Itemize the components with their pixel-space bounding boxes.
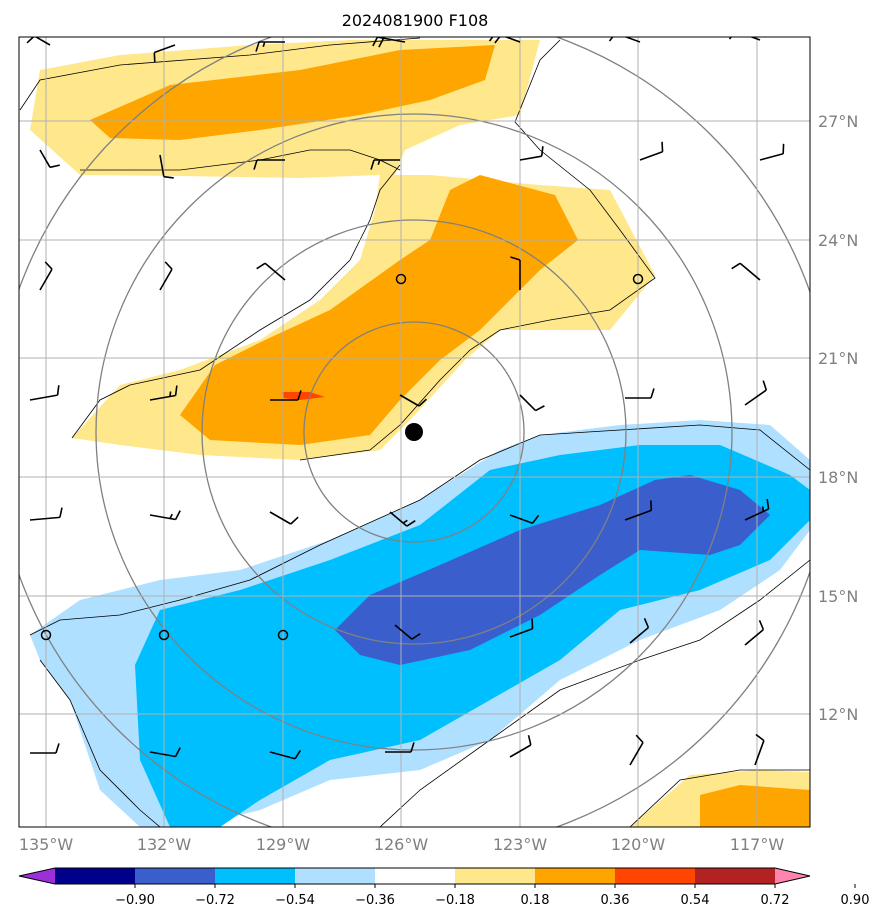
wind-barb [399,394,427,407]
positive-anomaly-region-mid [90,45,810,827]
wind-barb [728,37,761,41]
storm-center-marker [405,423,423,441]
colorbar: −0.90 −0.72 −0.54 −0.36 −0.18 0.18 0.36 0.54 0.7… [18,867,870,908]
lat-label: 27°N [818,112,858,131]
wind-barb [159,261,173,291]
wind-barb [149,385,178,401]
wind-barb [255,41,285,52]
map-plot-area [19,37,810,827]
colorbar-segment [135,868,216,884]
colorbar-tick-label: 0.90 [841,893,870,908]
colorbar-segment [55,868,136,884]
wind-barb [29,507,63,521]
wind-barb [372,37,406,48]
wind-barb [629,618,650,644]
calm-wind-circle [395,273,407,285]
wind-barb [625,388,655,399]
wind-barb [509,514,540,524]
colorbar-tick-label: 0.72 [761,893,790,908]
colorbar-tick-label: 0.36 [601,893,630,908]
colorbar-tick-label: −0.90 [115,893,155,908]
wind-barb [744,498,770,521]
lon-label: 129°W [256,835,311,854]
wind-barb [629,734,644,766]
range-rings [19,37,810,827]
lon-label: 117°W [730,835,785,854]
lon-label: 135°W [19,835,74,854]
map-frame [18,36,811,828]
wind-barb [253,159,285,170]
lat-label: 21°N [818,349,858,368]
wind-barb [754,733,765,766]
wind-barb [759,143,785,161]
positive-anomaly-region-high [282,392,325,400]
colorbar-tick-label: 0.54 [681,893,710,908]
colorbar-segment [695,868,776,884]
wind-barb [731,262,761,281]
wind-barb [269,511,299,525]
contour-lines [19,37,810,827]
lat-lon-grid [19,37,810,827]
wind-barb [744,380,768,406]
lat-label: 15°N [818,587,858,606]
lon-label: 132°W [137,835,192,854]
colorbar-segment [375,868,456,884]
wind-barb [389,511,416,527]
colorbar-segment [215,868,296,884]
lon-label: 120°W [611,835,666,854]
wind-barb [385,742,415,753]
lon-label: 123°W [493,835,548,854]
colorbar-tick-label: −0.36 [355,893,395,908]
colorbar-tick-label: −0.72 [195,893,235,908]
lat-label: 18°N [818,468,858,487]
wind-barb [519,394,545,412]
colorbar-segment [295,868,376,884]
negative-anomaly-region-high [335,475,770,665]
wind-barb [30,743,60,754]
colorbar-segment [455,868,536,884]
lon-label: 126°W [374,835,429,854]
colorbar-tick-label: 0.18 [521,893,550,908]
wind-barb [509,618,534,638]
figure-title: 2024081900 F108 [342,11,489,30]
calm-wind-circle [277,629,289,641]
wind-barb [149,747,181,758]
calm-wind-circle [632,273,644,285]
wind-barb [270,390,302,401]
wind-barb [394,624,421,640]
colorbar-tick-label: −0.54 [275,893,315,908]
calm-wind-circle [40,629,52,641]
colorbar-extension-low [19,868,55,884]
wind-barb [269,749,302,760]
wind-barb [744,620,765,646]
latitude-labels: 27°N 24°N 21°N 18°N 15°N 12°N [818,112,858,724]
wind-barb [519,146,544,161]
colorbar-segment [535,868,616,884]
wind-barb [153,44,176,63]
colorbar-extension-high [775,868,810,884]
wind-barb [256,262,286,281]
wind-barb [149,510,181,521]
calm-wind-circle [158,629,170,641]
longitude-labels: 135°W 132°W 129°W 126°W 123°W 120°W 117°… [19,835,785,854]
wind-barbs [26,37,785,766]
colorbar-tick-label: −0.18 [435,893,475,908]
wind-barb [159,154,174,179]
lat-label: 24°N [818,231,858,250]
wind-barb [639,141,664,161]
wind-barb [509,735,532,758]
wind-barb [510,256,521,290]
wind-barb [370,159,400,170]
wind-barb [29,385,60,401]
colorbar-outline [18,867,811,885]
colorbar-segment [615,868,696,884]
wind-barb [39,261,53,291]
wind-barb [39,149,60,169]
wind-barb [624,500,653,521]
lat-label: 12°N [818,705,858,724]
